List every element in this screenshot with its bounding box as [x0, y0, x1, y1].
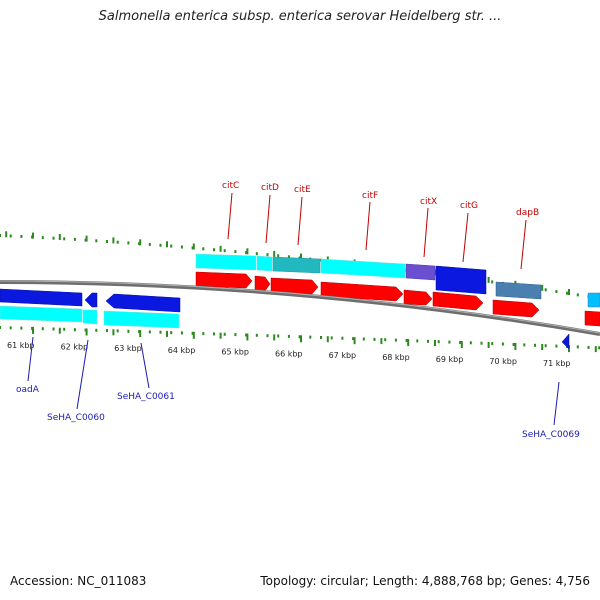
- cds-arrow-citF[interactable]: [320, 281, 404, 302]
- tick-label: 68 kbp: [382, 353, 410, 362]
- cds-arrow-citX[interactable]: [403, 289, 433, 306]
- cds-arrow-citD[interactable]: [254, 275, 271, 292]
- gene-label-citF[interactable]: citF: [362, 191, 378, 201]
- gene-strip-SeHA_C0060[interactable]: [82, 309, 98, 325]
- gene-label-citG[interactable]: citG: [460, 201, 478, 211]
- gene-strip-dapB[interactable]: [495, 281, 542, 300]
- tick-label: 66 kbp: [275, 349, 303, 358]
- cds-arrow-SeHA_C0061[interactable]: [105, 293, 181, 313]
- cds-arrow-citC[interactable]: [195, 271, 253, 289]
- bottom-gene-labels: oadA SeHA_C0060 SeHA_C0061 SeHA_C0069: [16, 385, 580, 440]
- gene-label-citX[interactable]: citX: [420, 197, 437, 207]
- cds-arrow-citG[interactable]: [432, 291, 484, 311]
- gene-label-citE[interactable]: citE: [294, 185, 311, 195]
- cds-arrow-citE[interactable]: [270, 277, 319, 295]
- top-leader-lines: [227, 192, 527, 270]
- top-gene-labels: citC citD citE citF citX citG dapB: [222, 181, 539, 218]
- genome-backbone: [0, 280, 600, 336]
- cds-arrow-oadA[interactable]: [0, 288, 83, 307]
- bottom-leader-lines: [27, 336, 560, 426]
- gene-label-dapB[interactable]: dapB: [516, 208, 539, 218]
- cds-arrow-SeHA_C0060[interactable]: [84, 292, 98, 308]
- tick-label: 62 kbp: [61, 343, 89, 352]
- tick-label: 71 kbp: [543, 359, 571, 368]
- tick-label: 69 kbp: [436, 355, 464, 364]
- tick-label: 65 kbp: [221, 348, 249, 357]
- gene-label-SeHA_C0061[interactable]: SeHA_C0061: [117, 392, 175, 402]
- gene-label-SeHA_C0069[interactable]: SeHA_C0069: [522, 430, 580, 440]
- accession-text: Accession: NC_011083: [10, 574, 147, 588]
- gene-strip-SeHA_C0061[interactable]: [103, 310, 180, 329]
- tick-label: 70 kbp: [489, 357, 517, 366]
- gene-strip-citC[interactable]: [195, 253, 257, 271]
- topology-text: Topology: circular; Length: 4,888,768 bp…: [260, 574, 590, 588]
- forward-gene-strip: [195, 253, 600, 308]
- gene-strip-citD[interactable]: [256, 255, 273, 272]
- gene-label-citD[interactable]: citD: [261, 183, 279, 193]
- tick-label: 63 kbp: [114, 344, 142, 353]
- gene-strip-citX[interactable]: [405, 263, 436, 281]
- tick-label: 61 kbp: [7, 341, 35, 350]
- gene-strip-citE[interactable]: [272, 256, 321, 274]
- tick-track-bottom: [0, 326, 600, 353]
- cds-arrow-right-edge[interactable]: [584, 310, 600, 327]
- gene-label-oadA[interactable]: oadA: [16, 385, 40, 395]
- page-title: Salmonella enterica subsp. enterica sero…: [98, 9, 502, 24]
- tick-label-layer: 61 kbp 62 kbp 63 kbp 64 kbp 65 kbp 66 kbp 67 k…: [7, 341, 571, 368]
- cds-arrow-dapB[interactable]: [492, 299, 540, 318]
- genome-backbone-highlight: [0, 280, 600, 334]
- forward-cds-track: [195, 271, 600, 327]
- gene-strip-oadA[interactable]: [0, 305, 83, 323]
- tick-label: 64 kbp: [168, 346, 196, 355]
- cds-arrow-SeHA_C0069[interactable]: [561, 333, 570, 350]
- gene-label-SeHA_C0060[interactable]: SeHA_C0060: [47, 413, 105, 423]
- reverse-gene-strip: [0, 305, 180, 329]
- gene-strip-right-edge[interactable]: [587, 292, 600, 308]
- gene-strip-citF[interactable]: [320, 258, 406, 279]
- gene-strip-citG[interactable]: [435, 265, 487, 295]
- tick-label: 67 kbp: [329, 351, 357, 360]
- reverse-cds-track: [0, 288, 570, 350]
- gene-label-citC[interactable]: citC: [222, 181, 239, 191]
